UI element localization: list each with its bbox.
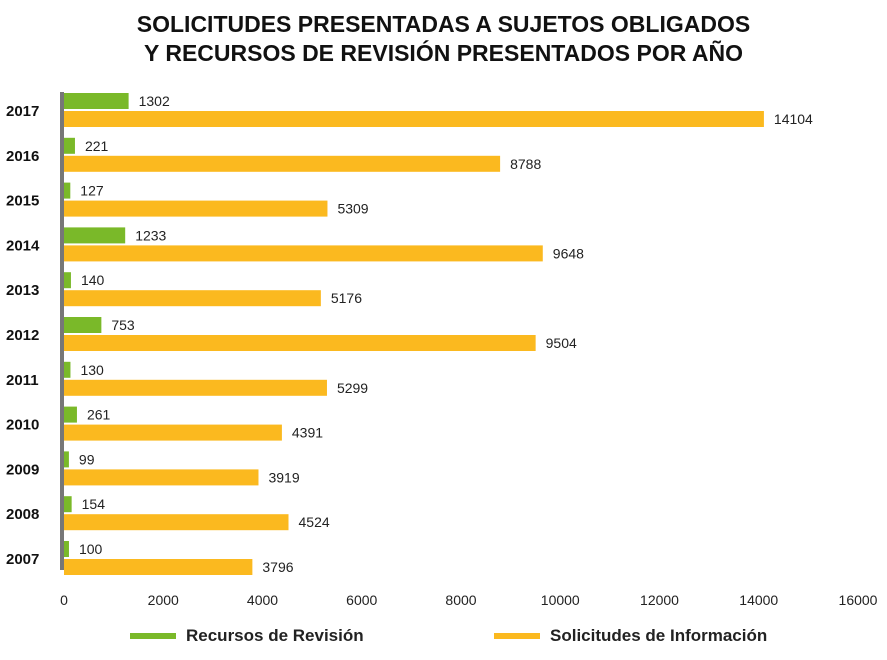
legend-item-solicitudes: Solicitudes de Información [494,626,767,646]
x-tick-2000: 2000 [148,592,179,608]
bar-solicitudes-2015 [64,200,328,217]
data-label-recursos-2011: 130 [80,362,104,378]
data-label-solicitudes-2014: 9648 [553,245,584,261]
legend-item-recursos: Recursos de Revisión [130,626,364,646]
category-label-2009: 2009 [6,461,39,478]
bar-recursos-2007 [64,541,69,557]
data-label-recursos-2007: 100 [79,541,103,557]
bar-solicitudes-2008 [64,514,289,531]
bar-solicitudes-2007 [64,559,253,575]
category-label-2007: 2007 [6,551,39,568]
bar-solicitudes-2010 [64,424,282,441]
chart-title: SOLICITUDES PRESENTADAS A SUJETOS OBLIGA… [0,10,887,68]
data-label-recursos-2017: 1302 [139,93,170,109]
bar-recursos-2011 [64,361,71,378]
bar-recursos-2008 [64,496,72,513]
data-label-solicitudes-2009: 3919 [268,469,299,485]
data-label-recursos-2008: 154 [82,496,106,512]
legend-label-solicitudes: Solicitudes de Información [550,626,768,645]
bar-recursos-2015 [64,182,71,199]
data-label-solicitudes-2013: 5176 [331,290,362,306]
bar-recursos-2010 [64,406,77,423]
x-tick-6000: 6000 [346,592,377,608]
data-label-solicitudes-2010: 4391 [292,425,323,441]
data-label-solicitudes-2016: 8788 [510,156,541,172]
data-label-solicitudes-2015: 5309 [337,201,368,217]
legend-swatch-recursos [130,633,176,639]
x-tick-0: 0 [60,592,68,608]
category-label-2011: 2011 [6,372,39,389]
legend-label-recursos: Recursos de Revisión [186,626,364,645]
data-label-recursos-2009: 99 [79,451,95,467]
x-tick-14000: 14000 [739,592,778,608]
bar-solicitudes-2014 [64,245,543,262]
bar-solicitudes-2011 [64,379,327,396]
x-tick-labels: 0 2000 4000 6000 8000 10000 12000 14000 16000 [60,592,878,608]
x-tick-4000: 4000 [247,592,278,608]
data-label-solicitudes-2012: 9504 [546,335,577,351]
category-label-2012: 2012 [6,327,39,344]
bar-recursos-2013 [64,272,71,289]
data-label-solicitudes-2017: 14104 [774,111,813,127]
category-label-2016: 2016 [6,148,39,165]
data-label-solicitudes-2011: 5299 [337,380,368,396]
bar-chart: 2017 1302 14104 2016 221 8788 2015 127 5309 2014 1… [6,92,878,608]
data-label-recursos-2015: 127 [80,183,104,199]
bar-recursos-2014 [64,227,126,244]
category-label-2013: 2013 [6,282,39,299]
bar-solicitudes-2016 [64,155,501,172]
legend: Recursos de Revisión Solicitudes de Info… [0,626,887,652]
bar-recursos-2016 [64,137,75,154]
chart-title-line-1: SOLICITUDES PRESENTADAS A SUJETOS OBLIGA… [136,11,751,37]
data-label-solicitudes-2008: 4524 [299,514,330,530]
x-tick-12000: 12000 [640,592,679,608]
category-label-2015: 2015 [6,193,39,210]
bar-solicitudes-2012 [64,335,536,351]
data-label-recursos-2013: 140 [81,272,105,288]
bar-solicitudes-2017 [64,111,764,127]
data-label-recursos-2014: 1233 [135,227,166,243]
data-label-recursos-2012: 753 [111,317,135,333]
x-tick-16000: 16000 [839,592,878,608]
data-label-solicitudes-2007: 3796 [262,559,293,575]
x-tick-8000: 8000 [445,592,476,608]
category-label-2014: 2014 [6,237,40,254]
bar-solicitudes-2009 [64,469,259,486]
bar-recursos-2017 [64,93,129,109]
data-label-recursos-2016: 221 [85,138,109,154]
bar-solicitudes-2013 [64,290,321,307]
legend-swatch-solicitudes [494,633,540,639]
category-label-2017: 2017 [6,103,39,120]
x-tick-10000: 10000 [541,592,580,608]
y-axis-line [60,92,64,570]
bars-layer [64,93,764,575]
labels-layer: 2017 1302 14104 2016 221 8788 2015 127 5309 2014 1… [6,93,813,575]
bar-recursos-2009 [64,451,69,468]
chart-title-line-2: Y RECURSOS DE REVISIÓN PRESENTADOS POR A… [144,40,743,66]
bar-recursos-2012 [64,317,102,333]
data-label-recursos-2010: 261 [87,407,111,423]
category-label-2008: 2008 [6,506,39,523]
category-label-2010: 2010 [6,417,39,434]
